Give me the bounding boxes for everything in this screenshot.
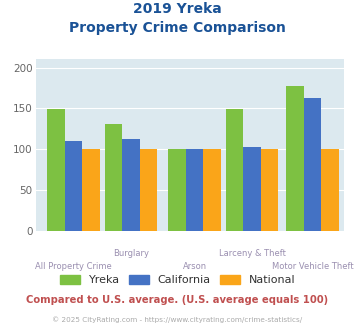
Legend: Yreka, California, National: Yreka, California, National xyxy=(60,275,295,285)
Text: Larceny & Theft: Larceny & Theft xyxy=(219,249,285,258)
Text: Burglary: Burglary xyxy=(113,249,149,258)
Bar xyxy=(168,149,186,231)
Text: Arson: Arson xyxy=(182,262,207,271)
Bar xyxy=(48,109,65,231)
Bar xyxy=(65,141,82,231)
Bar xyxy=(286,86,304,231)
Bar xyxy=(105,124,122,231)
Bar xyxy=(304,98,321,231)
Bar xyxy=(203,149,221,231)
Bar xyxy=(140,149,157,231)
Text: Motor Vehicle Theft: Motor Vehicle Theft xyxy=(272,262,353,271)
Text: All Property Crime: All Property Crime xyxy=(36,262,112,271)
Bar xyxy=(122,139,140,231)
Bar xyxy=(243,147,261,231)
Bar xyxy=(82,149,100,231)
Text: 2019 Yreka: 2019 Yreka xyxy=(133,2,222,16)
Text: Property Crime Comparison: Property Crime Comparison xyxy=(69,21,286,35)
Bar xyxy=(261,149,278,231)
Bar xyxy=(321,149,339,231)
Bar xyxy=(186,149,203,231)
Text: Compared to U.S. average. (U.S. average equals 100): Compared to U.S. average. (U.S. average … xyxy=(26,295,329,305)
Text: © 2025 CityRating.com - https://www.cityrating.com/crime-statistics/: © 2025 CityRating.com - https://www.city… xyxy=(53,317,302,323)
Bar xyxy=(226,109,243,231)
